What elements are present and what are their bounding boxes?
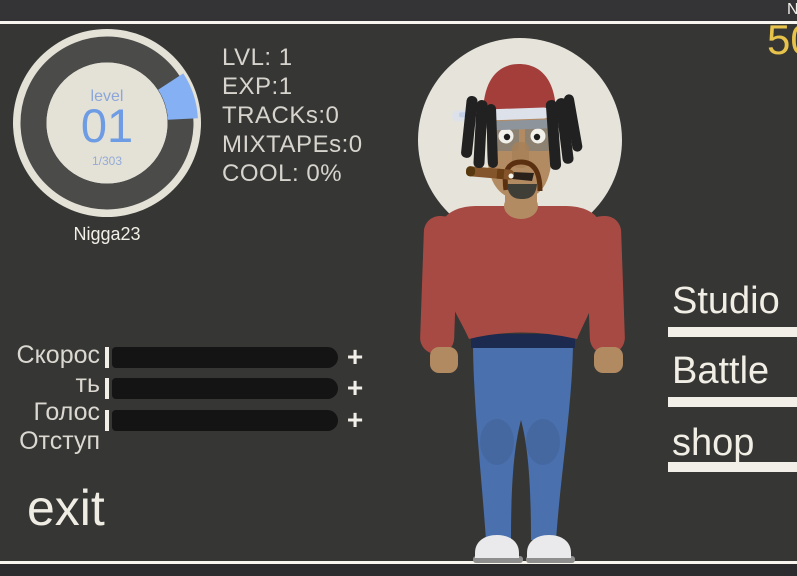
level-label: level [91, 88, 124, 105]
skill-bar-track [112, 347, 338, 368]
right-pupil [533, 133, 541, 141]
bar-start-tick [105, 378, 109, 399]
battle-label: Battle [672, 350, 770, 392]
skill-label-line: Отступ [19, 426, 100, 455]
avatar-belt [471, 334, 575, 348]
increase-flow-button[interactable]: + [346, 404, 364, 435]
goatee [507, 184, 537, 199]
left-hand [430, 347, 458, 373]
bar-start-tick [105, 347, 109, 368]
avatar-head [452, 64, 583, 199]
bottom-bar [0, 564, 797, 576]
skill-label-line: Скорос [16, 341, 100, 369]
studio-label: Studio [672, 280, 780, 322]
stat-exp: EXP:1 [222, 73, 293, 100]
tooth-glint [508, 173, 514, 179]
ground-line [0, 561, 797, 564]
skill-labels: Скорос ть Голос Отступ [0, 341, 100, 455]
stat-lvl: LVL: 1 [222, 44, 293, 71]
level-number: 01 [81, 99, 133, 152]
avatar-neckline [504, 193, 538, 219]
right-knee-shade [526, 419, 560, 465]
left-shoe [475, 535, 519, 558]
player-avatar [418, 38, 625, 563]
level-ring-inner [46, 62, 168, 184]
avatar-sweater [434, 206, 608, 339]
level-progress-arc [157, 73, 198, 121]
player-name: Nigga23 [73, 224, 141, 244]
stat-cool: COOL: 0% [222, 160, 343, 187]
mouth [512, 172, 534, 181]
stat-mixtapes: MIXTAPEs:0 [222, 131, 363, 158]
increase-voice-button[interactable]: + [346, 372, 364, 403]
right-shoe [527, 535, 571, 558]
avatar-jeans [473, 340, 573, 540]
currency-letter: N [787, 1, 797, 18]
top-divider-line [0, 21, 797, 24]
stats-panel: LVL: 1 EXP:1 TRACKs:0 MIXTAPEs:0 COOL: 0… [222, 43, 363, 188]
level-ring-track [20, 36, 194, 210]
menu-item-battle[interactable]: Battle [668, 350, 797, 408]
avatar-cap [483, 64, 556, 115]
shop-underline [668, 462, 797, 472]
skill-label-line: Голос [33, 398, 101, 426]
level-progress-text: 1/303 [92, 154, 122, 168]
level-ring: level 01 1/303 [13, 29, 201, 217]
top-bar [0, 0, 797, 21]
left-knee-shade [480, 419, 514, 465]
studio-underline [668, 327, 797, 337]
battle-underline [668, 397, 797, 407]
skill-bar-track [112, 378, 338, 399]
shop-label: shop [672, 422, 755, 464]
exit-button[interactable]: exit [27, 480, 105, 536]
right-hand [594, 347, 623, 373]
skill-label-line: ть [75, 369, 100, 398]
dreads [461, 94, 583, 170]
menu-item-studio[interactable]: Studio [668, 280, 797, 338]
skill-bar-track [112, 410, 338, 431]
cigar-icon [465, 166, 515, 180]
stat-tracks: TRACKs:0 [222, 102, 340, 129]
money-value: 50 [767, 16, 797, 63]
left-pupil [503, 133, 511, 141]
bar-start-tick [105, 410, 109, 431]
menu-item-shop[interactable]: shop [668, 422, 797, 474]
increase-speed-button[interactable]: + [346, 341, 364, 372]
